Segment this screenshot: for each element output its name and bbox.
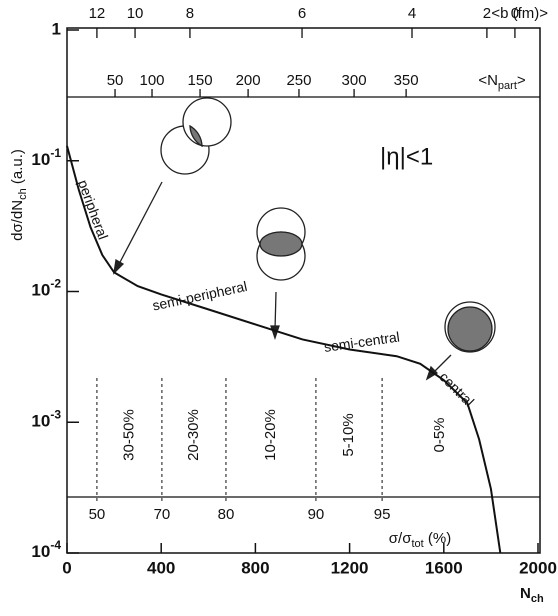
centrality-bin-label: 5-10%: [340, 413, 357, 456]
npart-tick-label: 250: [286, 72, 311, 89]
label-part: N: [520, 585, 531, 602]
npart-tick-label: 350: [394, 72, 419, 89]
centrality-bin-label: 30-50%: [120, 409, 137, 461]
collision-icons: [114, 98, 495, 379]
y-tick-label: 10-4: [31, 538, 61, 561]
y-tick-base: 10: [31, 150, 50, 169]
curve: [67, 146, 500, 553]
x-tick-label: 2000: [519, 558, 557, 577]
y-tick-label: 10-1: [31, 146, 61, 169]
centrality-bin-label: 20-30%: [185, 409, 202, 461]
top-tick-label: 10: [127, 5, 144, 22]
label-part: σ/σ: [389, 530, 412, 547]
centrality-tick-label: 50: [89, 506, 106, 523]
y-tick-base: 10: [31, 412, 50, 431]
label-part: ch: [531, 593, 544, 605]
npart-tick-label: 150: [188, 72, 213, 89]
centrality-tick-label: 90: [308, 506, 325, 523]
y-tick-base: 10: [31, 542, 50, 561]
centrality-tick-label: 80: [218, 506, 235, 523]
npart-tick-label: 300: [342, 72, 367, 89]
plot-frame: [67, 28, 540, 553]
axis-label: Nch: [520, 585, 544, 605]
centrality-bin-label: 10-20%: [262, 409, 279, 461]
centrality-tick-label: 70: [154, 506, 171, 523]
y-tick-exp: -1: [50, 146, 61, 160]
chart: |η|<1 peripheral semi-peripheral semi-ce…: [0, 0, 558, 616]
npart-tick-label: 100: [139, 72, 164, 89]
y-tick-exp: -3: [50, 407, 61, 421]
x-tick-label: 1200: [331, 558, 369, 577]
axis-label: σ/σtot (%): [389, 530, 451, 550]
top-tick-label: 8: [186, 5, 194, 22]
label-part: part: [498, 80, 517, 92]
label-part: <N: [478, 72, 498, 89]
label-part: >: [517, 72, 526, 89]
label-part: ch: [17, 188, 29, 200]
label-part: tot: [411, 538, 423, 550]
x-tick-label: 400: [147, 558, 175, 577]
y-tick-exp: -2: [50, 277, 61, 291]
x-tick-label: 0: [62, 558, 71, 577]
y-tick-exp: -4: [50, 538, 61, 552]
centrality-tick-label: 95: [374, 506, 391, 523]
label-part: (%): [424, 530, 452, 547]
centrality-bin-label: 0-5%: [431, 417, 448, 452]
top-tick-label: 2: [483, 5, 491, 22]
y-tick-base: 10: [31, 281, 50, 300]
label-part: dσ/dN: [9, 200, 26, 241]
axis-label: <Npart>: [478, 72, 526, 92]
top-tick-label: 4: [408, 5, 416, 22]
axis-label: dσ/dNch (a.u.): [9, 149, 29, 241]
x-tick-label: 800: [241, 558, 269, 577]
x-tick-label: 1600: [425, 558, 463, 577]
curve-label: central: [436, 369, 477, 410]
top-tick-label: 6: [298, 5, 306, 22]
annotation: |η|<1: [380, 143, 433, 170]
top-axis-label: <b (fm)>: [491, 5, 548, 22]
y-tick-label: 10-2: [31, 277, 61, 300]
top-tick-label: 12: [89, 5, 106, 22]
y-tick-label: 1: [52, 19, 61, 38]
y-tick-label: 10-3: [31, 407, 61, 430]
npart-tick-label: 200: [236, 72, 261, 89]
label-part: (a.u.): [9, 149, 26, 188]
npart-tick-label: 50: [107, 72, 124, 89]
